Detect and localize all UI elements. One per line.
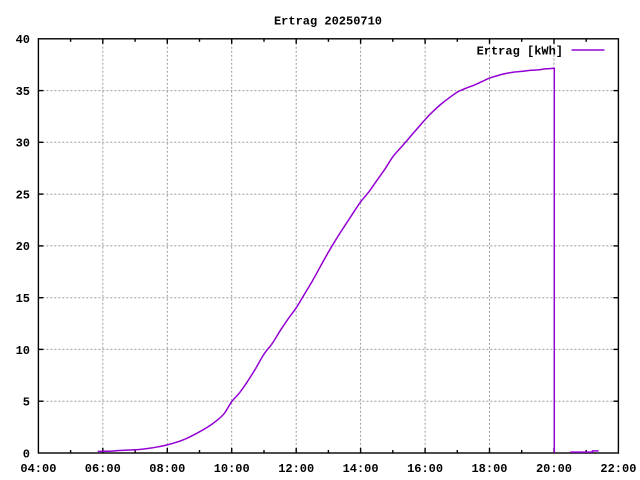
svg-text:16:00: 16:00	[407, 462, 443, 476]
svg-text:20: 20	[16, 240, 30, 254]
svg-text:08:00: 08:00	[149, 462, 185, 476]
svg-text:22:00: 22:00	[600, 462, 636, 476]
svg-text:Ertrag [kWh]: Ertrag [kWh]	[477, 44, 563, 58]
svg-text:06:00: 06:00	[85, 462, 121, 476]
svg-text:0: 0	[23, 447, 30, 461]
svg-text:04:00: 04:00	[20, 462, 56, 476]
svg-text:40: 40	[16, 33, 30, 47]
svg-text:35: 35	[16, 85, 30, 99]
svg-text:12:00: 12:00	[278, 462, 314, 476]
svg-text:30: 30	[16, 137, 30, 151]
svg-text:5: 5	[23, 396, 30, 410]
svg-text:18:00: 18:00	[471, 462, 507, 476]
svg-text:20:00: 20:00	[536, 462, 572, 476]
svg-text:10:00: 10:00	[214, 462, 250, 476]
svg-text:14:00: 14:00	[343, 462, 379, 476]
svg-text:15: 15	[16, 292, 30, 306]
svg-text:25: 25	[16, 188, 30, 202]
svg-text:10: 10	[16, 344, 30, 358]
svg-text:Ertrag 20250710: Ertrag 20250710	[274, 15, 382, 29]
